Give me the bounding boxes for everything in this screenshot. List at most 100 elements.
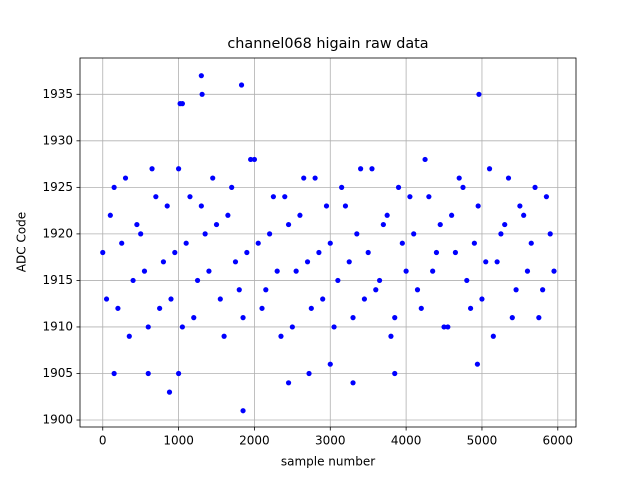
data-point <box>430 268 436 274</box>
data-point <box>138 231 144 237</box>
data-point <box>418 305 424 311</box>
data-point <box>259 305 265 311</box>
data-point <box>194 277 201 284</box>
data-point <box>551 268 557 274</box>
data-point <box>342 203 349 209</box>
axes-frame <box>79 57 577 428</box>
data-point <box>513 287 519 293</box>
data-point <box>199 91 205 97</box>
data-point <box>221 333 227 339</box>
data-point <box>183 240 189 246</box>
plot-area <box>80 58 576 427</box>
x-tick-label: 4000 <box>391 434 422 448</box>
data-point <box>285 221 292 228</box>
data-point <box>111 370 117 377</box>
data-point <box>251 156 258 163</box>
data-point <box>103 296 110 302</box>
data-point <box>460 184 466 190</box>
data-point <box>490 333 496 339</box>
data-point <box>255 240 261 246</box>
data-point <box>320 296 326 302</box>
data-point <box>308 305 314 311</box>
data-point <box>331 324 337 330</box>
data-point <box>471 240 477 246</box>
data-point <box>395 184 402 190</box>
data-point <box>335 277 341 284</box>
chart-title: channel068 higain raw data <box>227 36 428 52</box>
data-point <box>392 370 398 377</box>
data-point <box>376 277 383 284</box>
data-point <box>350 315 356 321</box>
data-point <box>100 249 106 256</box>
data-point <box>232 259 239 265</box>
data-point <box>217 296 223 302</box>
data-point <box>464 277 470 284</box>
data-point <box>327 240 333 246</box>
data-point <box>392 315 398 321</box>
data-point <box>476 91 482 97</box>
x-tick-label: 0 <box>99 434 107 448</box>
x-tick-label: 2000 <box>239 434 270 448</box>
data-point <box>270 194 276 200</box>
data-point <box>437 221 443 228</box>
data-point <box>361 296 368 302</box>
data-point <box>179 101 185 107</box>
data-point <box>479 296 485 302</box>
y-tick-label: 1925 <box>42 180 73 194</box>
data-point <box>134 221 140 228</box>
data-point <box>327 361 333 367</box>
data-point <box>414 287 421 293</box>
data-point <box>474 361 481 367</box>
data-point <box>467 305 474 311</box>
data-point <box>130 277 136 284</box>
y-tick-label: 1910 <box>42 319 73 333</box>
data-point <box>407 194 413 200</box>
data-point <box>191 315 197 321</box>
data-point <box>179 324 185 330</box>
data-point <box>289 324 295 330</box>
data-point <box>358 166 364 172</box>
data-point <box>213 221 220 228</box>
data-point <box>483 259 489 265</box>
data-point <box>475 203 481 209</box>
data-point <box>229 184 235 190</box>
data-point <box>157 305 163 311</box>
data-point <box>206 268 212 274</box>
data-point <box>316 249 322 256</box>
x-axis-label: sample number <box>281 455 375 469</box>
data-point <box>187 194 193 200</box>
data-point <box>433 249 440 256</box>
data-point <box>282 194 288 200</box>
data-point <box>306 370 312 377</box>
data-point <box>240 408 246 414</box>
data-point <box>494 259 500 265</box>
y-tick-label: 1905 <box>42 366 73 380</box>
data-point <box>373 287 379 293</box>
data-point <box>369 166 375 172</box>
data-point <box>350 380 356 386</box>
data-point <box>540 287 546 293</box>
data-point <box>236 287 242 293</box>
data-point <box>502 221 508 228</box>
data-point <box>517 203 523 209</box>
data-point <box>175 370 182 377</box>
x-tick-label: 6000 <box>543 434 574 448</box>
data-point <box>509 315 515 321</box>
data-point <box>126 333 132 339</box>
data-point <box>278 333 284 339</box>
data-point <box>301 175 307 181</box>
data-point <box>145 324 151 330</box>
data-point <box>304 259 311 265</box>
data-point <box>297 212 303 218</box>
data-point <box>111 184 117 190</box>
data-point <box>145 370 151 377</box>
data-point <box>244 249 250 256</box>
data-point <box>426 194 432 200</box>
data-point <box>141 268 148 274</box>
x-tick-label: 5000 <box>467 434 498 448</box>
y-tick-label: 1930 <box>42 133 73 147</box>
data-point <box>240 315 246 321</box>
data-point <box>225 212 231 218</box>
